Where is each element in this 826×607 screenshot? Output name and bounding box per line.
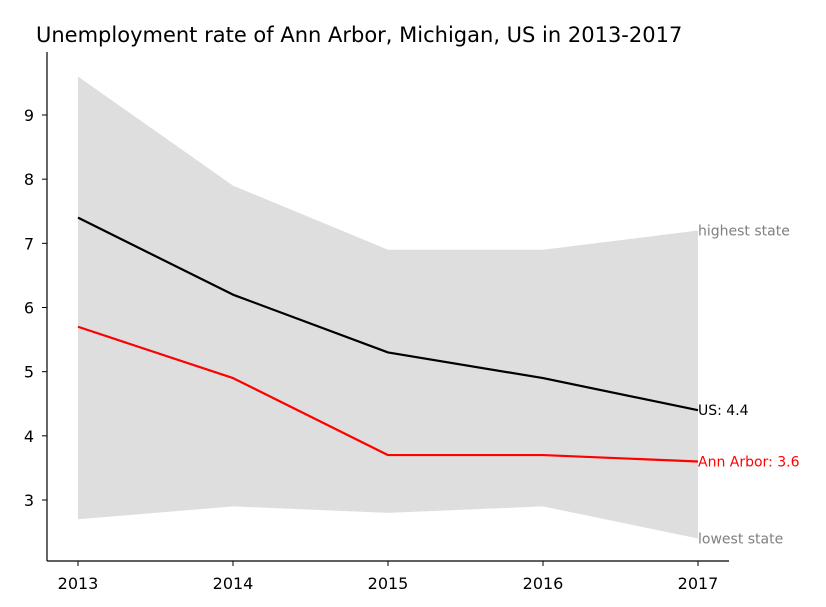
x-tick-label: 2017 bbox=[678, 574, 719, 593]
y-tick-label: 8 bbox=[24, 170, 34, 189]
series-line-ann-arbor bbox=[77, 325, 699, 463]
chart-title: Unemployment rate of Ann Arbor, Michigan… bbox=[36, 23, 682, 47]
y-tick-label: 6 bbox=[24, 299, 34, 318]
highest-state-label: highest state bbox=[698, 224, 790, 240]
y-tick-label: 3 bbox=[24, 491, 34, 510]
series-label-ann-arbor: Ann Arbor: 3.6 bbox=[698, 455, 800, 471]
y-tick-label: 7 bbox=[24, 234, 34, 253]
y-tick-label: 9 bbox=[24, 106, 34, 125]
lowest-state-label: lowest state bbox=[698, 532, 783, 548]
x-tick-label: 2015 bbox=[368, 574, 409, 593]
y-tick-label: 5 bbox=[24, 363, 34, 382]
series-label-us: US: 4.4 bbox=[698, 403, 749, 419]
x-tick-label: 2013 bbox=[58, 574, 99, 593]
y-tick-label: 4 bbox=[24, 427, 34, 446]
x-tick-label: 2016 bbox=[523, 574, 564, 593]
plot-area: 3 4 5 6 7 8 9 2013 2014 2015 2016 2017 US: 4.4 Ann Ar… bbox=[24, 52, 800, 593]
state-range-band bbox=[78, 76, 698, 539]
x-tick-label: 2014 bbox=[213, 574, 254, 593]
series-line-us bbox=[77, 216, 699, 412]
